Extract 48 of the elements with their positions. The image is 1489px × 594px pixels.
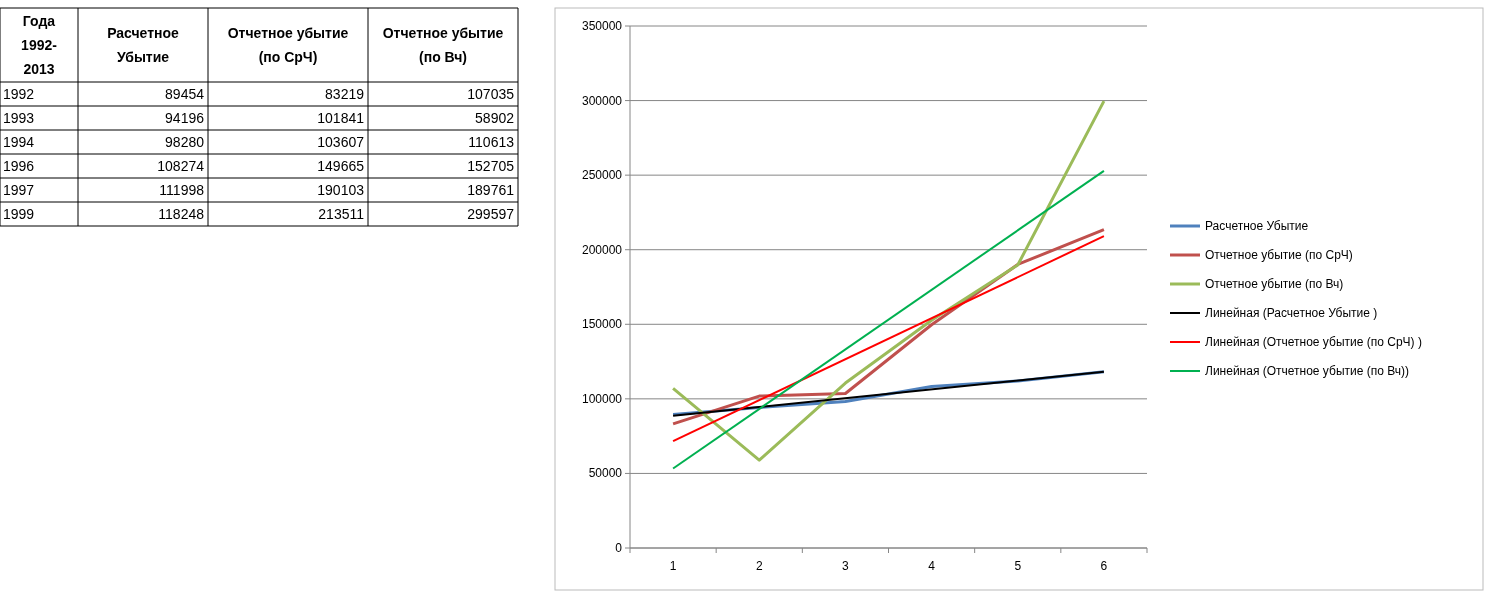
- legend-label: Линейная (Отчетное убытие (по СрЧ) ): [1205, 335, 1422, 349]
- x-tick-label: 2: [755, 559, 763, 573]
- data-label: 149665: [317, 158, 365, 174]
- y-tick-label: 1996: [3, 158, 35, 174]
- y-tick-label: 1999: [3, 206, 35, 222]
- data-label: 58902: [475, 110, 515, 126]
- legend-label: Расчетное Убытие: [1205, 219, 1309, 233]
- data-label: 299597: [467, 206, 515, 222]
- data-label: 111998: [159, 182, 205, 198]
- legend-label: Линейная (Расчетное Убытие ): [1205, 306, 1378, 320]
- data-label: 83219: [325, 86, 365, 102]
- data-label: 108274: [157, 158, 205, 174]
- data-label: 107035: [467, 86, 515, 102]
- y-axis-title: Года 1992-2013: [21, 13, 58, 77]
- y-tick-label: 0: [615, 541, 623, 555]
- y-tick-label: 250000: [581, 168, 623, 183]
- data-label: 213511: [318, 206, 365, 222]
- x-tick-label: Отчетное убытие (по Вч): [382, 25, 504, 65]
- data-label: 103607: [317, 134, 365, 150]
- x-tick-label: 4: [928, 559, 936, 573]
- legend-label: Отчетное убытие (по Вч): [1205, 277, 1344, 291]
- data-label: 110613: [468, 134, 515, 150]
- data-label: 98280: [165, 134, 205, 150]
- x-tick-label: 1: [669, 559, 677, 573]
- x-tick-label: Расчетное Убытие: [107, 25, 180, 65]
- y-tick-label: 1994: [3, 134, 35, 150]
- data-label: 101841: [317, 110, 365, 126]
- legend-label: Линейная (Отчетное убытие (по Вч)): [1205, 364, 1410, 378]
- data-label: 190103: [317, 182, 365, 198]
- x-tick-label: Отчетное убытие (по СрЧ): [227, 25, 349, 65]
- x-tick-label: 5: [1014, 559, 1022, 573]
- data-label: 118248: [158, 206, 205, 222]
- y-tick-label: 300000: [581, 93, 623, 108]
- data-label: 94196: [165, 110, 205, 126]
- legend-label: Отчетное убытие (по СрЧ): [1205, 248, 1353, 262]
- y-tick-label: 150000: [581, 317, 623, 332]
- data-label: 89454: [165, 86, 205, 102]
- y-tick-label: 1993: [3, 110, 35, 126]
- x-tick-label: 3: [842, 559, 850, 573]
- y-tick-label: 100000: [581, 391, 623, 406]
- y-tick-label: 1997: [3, 182, 35, 198]
- data-label: 189761: [467, 182, 515, 198]
- y-tick-label: 50000: [588, 466, 623, 481]
- x-tick-label: 6: [1100, 559, 1108, 573]
- y-tick-label: 350000: [581, 19, 623, 33]
- data-label: 152705: [467, 158, 515, 174]
- y-tick-label: 200000: [581, 242, 623, 257]
- y-tick-label: 1992: [3, 86, 35, 102]
